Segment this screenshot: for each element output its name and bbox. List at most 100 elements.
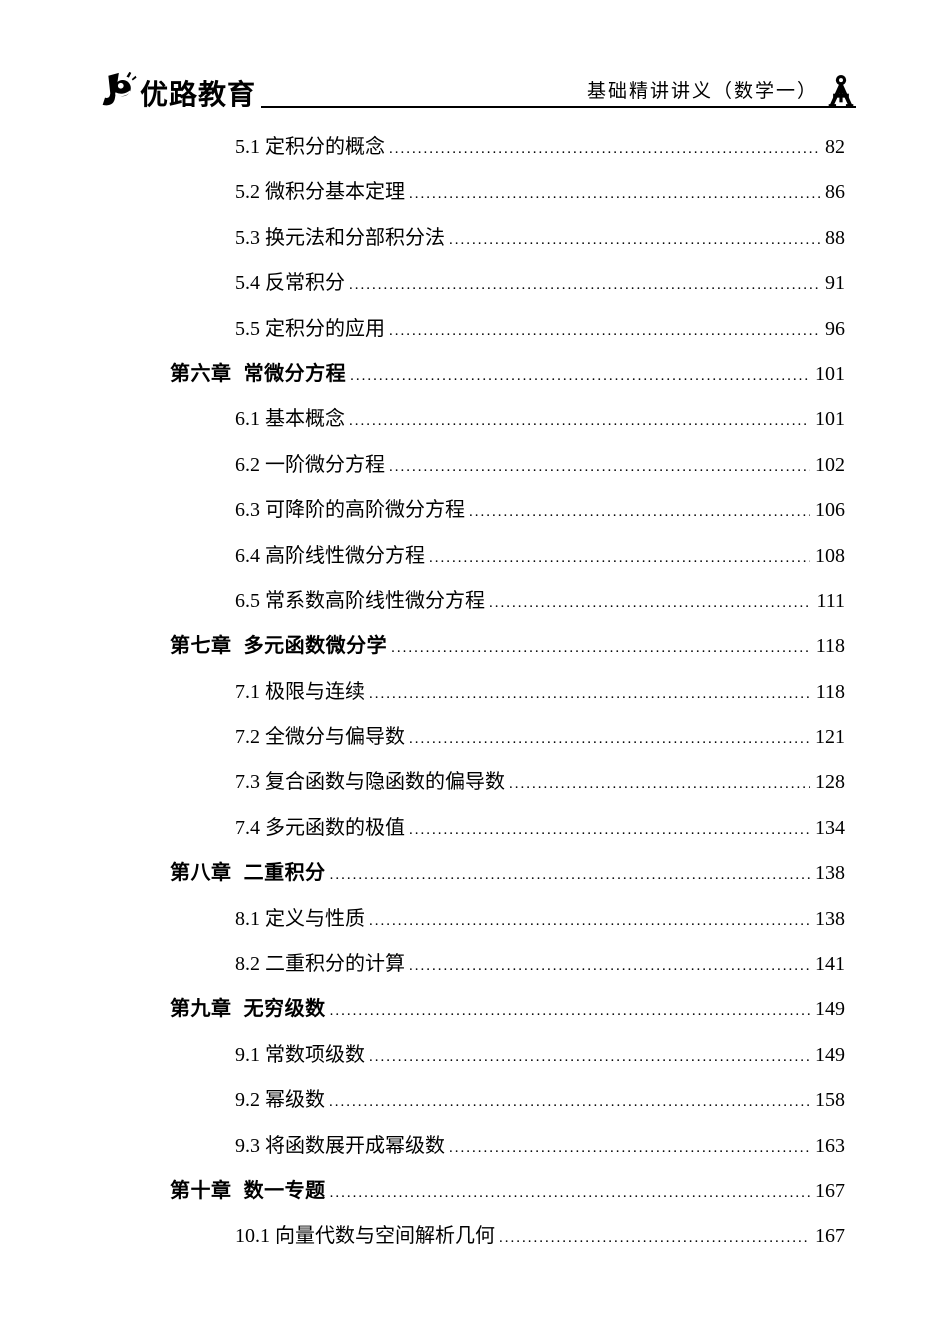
toc-dot-leader: ........................................… (349, 277, 820, 294)
toc-entry-title: 第六章 常微分方程 (170, 362, 347, 385)
toc-entry-page: 163 (815, 1134, 845, 1157)
toc-entry-title: 6.1 基本概念 (235, 408, 345, 431)
toc-dot-leader: ........................................… (349, 413, 810, 430)
toc-entry-page: 138 (815, 862, 845, 885)
toc-section-entry[interactable]: 6.4 高阶线性微分方程............................… (170, 527, 845, 572)
toc-dot-leader: ........................................… (329, 1003, 810, 1020)
toc-section-entry[interactable]: 5.5 定积分的应用..............................… (170, 300, 845, 345)
toc-entry-title: 8.1 定义与性质 (235, 907, 365, 930)
toc-entry-title: 9.3 将函数展开成幂级数 (235, 1134, 445, 1157)
toc-dot-leader: ........................................… (369, 912, 810, 929)
toc-entry-page: 118 (815, 680, 845, 703)
toc-section-entry[interactable]: 8.2 二重积分的计算.............................… (170, 935, 845, 980)
toc-entry-title: 9.2 幂级数 (235, 1089, 325, 1112)
toc-section-entry[interactable]: 7.4 多元函数的极值.............................… (170, 799, 845, 844)
toc-entry-page: 167 (815, 1225, 845, 1248)
header-rule: 基础精讲讲义（数学一） (261, 62, 856, 108)
toc-entry-page: 149 (815, 998, 845, 1021)
toc-section-entry[interactable]: 9.3 将函数展开成幂级数...........................… (170, 1117, 845, 1162)
toc-entry-title: 7.2 全微分与偏导数 (235, 726, 405, 749)
toc-dot-leader: ........................................… (509, 776, 810, 793)
toc-section-entry[interactable]: 6.3 可降阶的高阶微分方程..........................… (170, 481, 845, 526)
toc-entry-title: 第十章 数一专题 (170, 1179, 326, 1202)
toc-entry-title: 5.2 微积分基本定理 (235, 181, 405, 204)
toc-entry-page: 82 (825, 136, 845, 158)
page-header: 优路教育 基础精讲讲义（数学一） (0, 0, 950, 109)
toc-entry-title: 5.4 反常积分 (235, 272, 345, 295)
toc-section-entry[interactable]: 5.2 微积分基本定理.............................… (170, 163, 845, 208)
toc-dot-leader: ........................................… (350, 367, 810, 384)
toc-dot-leader: ........................................… (469, 504, 810, 521)
toc-chapter-entry[interactable]: 第十章 数一专题................................… (170, 1162, 845, 1207)
toc-entry-title: 6.3 可降阶的高阶微分方程 (235, 499, 465, 522)
toc-entry-page: 86 (825, 181, 845, 204)
toc-entry-page: 102 (815, 453, 845, 476)
toc-section-entry[interactable]: 10.1 向量代数与空间解析几何........................… (170, 1207, 845, 1252)
toc-dot-leader: ........................................… (409, 958, 810, 975)
toc-dot-leader: ........................................… (369, 685, 811, 702)
toc-entry-title: 5.3 换元法和分部积分法 (235, 226, 445, 249)
toc-dot-leader: ........................................… (449, 231, 820, 248)
toc-section-entry[interactable]: 6.5 常系数高阶线性微分方程.........................… (170, 572, 845, 617)
toc-section-entry[interactable]: 9.2 幂级数.................................… (170, 1071, 845, 1116)
toc-dot-leader: ........................................… (391, 640, 811, 657)
toc-entry-title: 第九章 无穷级数 (170, 998, 326, 1021)
toc-section-entry[interactable]: 8.1 定义与性质...............................… (170, 890, 845, 935)
toc-entry-page: 101 (815, 362, 845, 385)
toc-chapter-entry[interactable]: 第八章 二重积分................................… (170, 844, 845, 889)
toc-dot-leader: ........................................… (369, 1048, 810, 1065)
toc-section-entry[interactable]: 5.3 换元法和分部积分法...........................… (170, 209, 845, 254)
toc-section-entry[interactable]: 6.2 一阶微分方程..............................… (170, 436, 845, 481)
toc-chapter-entry[interactable]: 第七章 多元函数微分学.............................… (170, 617, 845, 662)
toc-section-entry[interactable]: 7.2 全微分与偏导数.............................… (170, 708, 845, 753)
toc-entry-title: 6.2 一阶微分方程 (235, 453, 385, 476)
toc-dot-leader: ........................................… (389, 322, 820, 339)
toc-entry-title: 第七章 多元函数微分学 (170, 635, 388, 658)
toc-entry-page: 121 (815, 726, 845, 749)
toc-dot-leader: ........................................… (409, 821, 810, 838)
toc-dot-leader: ........................................… (449, 1139, 810, 1156)
toc-section-entry[interactable]: 6.1 基本概念................................… (170, 390, 845, 435)
toc-dot-leader: ........................................… (389, 458, 810, 475)
toc-chapter-entry[interactable]: 第六章 常微分方程...............................… (170, 345, 845, 390)
toc-entry-page: 101 (815, 408, 845, 431)
toc-entry-title: 7.1 极限与连续 (235, 680, 365, 703)
toc-list: 5.1 定积分的概念..............................… (170, 118, 845, 1253)
toc-entry-title: 9.1 常数项级数 (235, 1043, 365, 1066)
toc-dot-leader: ........................................… (389, 141, 820, 157)
toc-section-entry[interactable]: 7.1 极限与连续...............................… (170, 663, 845, 708)
toc-dot-leader: ........................................… (489, 594, 812, 611)
toc-chapter-entry[interactable]: 第九章 无穷级数................................… (170, 980, 845, 1025)
toc-dot-leader: ........................................… (409, 186, 820, 203)
toc-entry-title: 10.1 向量代数与空间解析几何 (235, 1225, 495, 1248)
doc-title: 基础精讲讲义（数学一） (586, 81, 818, 102)
toc-entry-page: 118 (815, 635, 845, 658)
toc-dot-leader: ........................................… (329, 1094, 810, 1111)
toc-entry-page: 134 (815, 816, 845, 839)
toc-dot-leader: ........................................… (499, 1230, 810, 1247)
toc-entry-page: 96 (825, 317, 845, 340)
toc-entry-page: 141 (815, 953, 845, 976)
brand-logo: 优路教育 (95, 70, 261, 112)
toc-dot-leader: ........................................… (409, 731, 810, 748)
toc-entry-title: 5.1 定积分的概念 (235, 136, 385, 158)
toc-section-entry[interactable]: 7.3 复合函数与隐函数的偏导数........................… (170, 753, 845, 798)
toc-section-entry[interactable]: 5.1 定积分的概念..............................… (170, 118, 845, 163)
youlu-logo-icon (95, 70, 137, 112)
toc-entry-page: 108 (815, 544, 845, 567)
toc-section-entry[interactable]: 5.4 反常积分................................… (170, 254, 845, 299)
toc-dot-leader: ........................................… (329, 867, 810, 884)
compass-icon (826, 74, 856, 106)
toc-entry-title: 7.4 多元函数的极值 (235, 816, 405, 839)
toc-entry-page: 167 (815, 1179, 845, 1202)
brand-logo-text: 优路教育 (140, 79, 257, 110)
toc-section-entry[interactable]: 9.1 常数项级数...............................… (170, 1026, 845, 1071)
toc-entry-page: 128 (815, 771, 845, 794)
toc-entry-page: 106 (815, 499, 845, 522)
toc-entry-title: 7.3 复合函数与隐函数的偏导数 (235, 771, 505, 794)
toc-entry-page: 138 (815, 907, 845, 930)
toc-entry-title: 8.2 二重积分的计算 (235, 953, 405, 976)
toc-entry-page: 149 (815, 1043, 845, 1066)
toc-dot-leader: ........................................… (429, 549, 810, 566)
